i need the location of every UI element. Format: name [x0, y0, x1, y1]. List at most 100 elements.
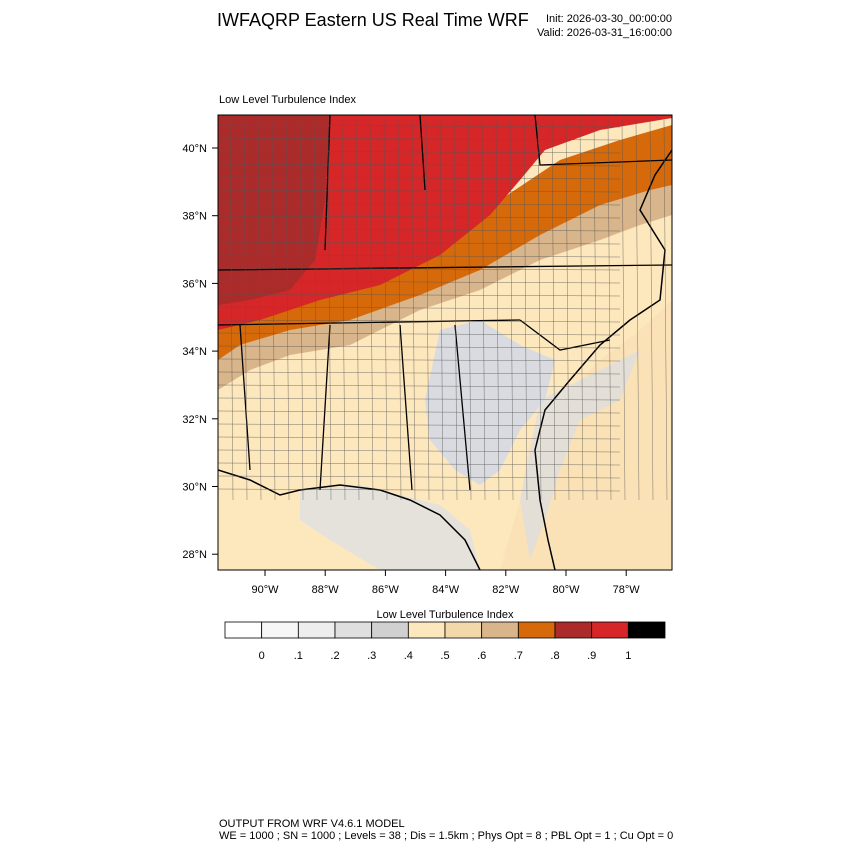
county-line	[229, 119, 234, 501]
lon-label: 80°W	[552, 584, 580, 596]
county-line	[218, 228, 621, 232]
colorbar-label: .9	[587, 650, 596, 662]
colorbar-swatch	[517, 621, 556, 639]
county-line	[218, 202, 621, 206]
lon-label: 90°W	[251, 584, 279, 596]
county-line	[593, 119, 598, 501]
colorbar-swatch	[444, 621, 483, 639]
county-line	[218, 293, 621, 297]
county-line	[397, 119, 402, 501]
county-line	[313, 119, 318, 501]
colorbar-label: .3	[367, 650, 376, 662]
county-line	[218, 371, 621, 375]
county-line	[369, 119, 374, 501]
county-line	[218, 189, 621, 193]
atlantic-coast	[534, 149, 672, 570]
colorbar-label: .4	[404, 650, 413, 662]
county-line	[355, 119, 360, 501]
county-line	[218, 423, 621, 427]
county-line	[218, 488, 621, 492]
county-line	[453, 119, 458, 501]
lat-label: 40°N	[182, 143, 207, 155]
colorbar-label: .5	[440, 650, 449, 662]
county-line	[467, 119, 472, 501]
colorbar-swatch	[554, 621, 593, 639]
colorbar-swatch	[627, 621, 666, 639]
lon-label: 88°W	[312, 584, 340, 596]
county-line	[218, 436, 621, 440]
county-line	[495, 119, 500, 501]
county-line	[621, 119, 626, 501]
county-line	[523, 119, 528, 501]
county-line	[218, 358, 621, 362]
init-time: Init: 2026-03-30_00:00:00	[546, 13, 672, 25]
lon-label: 84°W	[432, 584, 460, 596]
map	[218, 115, 672, 570]
lat-label: 38°N	[182, 211, 207, 223]
county-line	[218, 319, 621, 323]
county-line	[551, 119, 556, 501]
county-line	[439, 119, 444, 501]
colorbar-label: 1	[625, 650, 631, 662]
county-line	[218, 384, 621, 388]
county-line	[271, 119, 276, 501]
county-line	[327, 119, 332, 501]
county-line	[218, 137, 621, 141]
colorbar-swatch	[407, 621, 446, 639]
county-line	[218, 124, 621, 128]
map-frame	[217, 114, 673, 571]
county-line	[509, 119, 514, 501]
county-line	[218, 462, 621, 466]
colorbar-label: 0	[259, 650, 265, 662]
colorbar-label: .7	[514, 650, 523, 662]
county-line	[635, 119, 640, 501]
colorbar: 0 .1 .2 .3 .4 .5 .6 .7 .8 .9 1	[224, 621, 666, 662]
lat-label: 36°N	[182, 278, 207, 290]
county-line	[411, 119, 416, 501]
county-line	[218, 267, 621, 271]
county-line	[218, 150, 621, 154]
county-line	[218, 241, 621, 245]
map-axes: 40°N 38°N 36°N 34°N 32°N 30°N 28°N 90°W 88°W 86°W…	[182, 143, 640, 596]
colorbar-label: .8	[550, 650, 559, 662]
county-line	[565, 119, 570, 501]
county-line	[299, 119, 304, 501]
colorbar-swatch	[224, 621, 263, 639]
lon-label: 82°W	[492, 584, 520, 596]
title: IWFAQRP Eastern US Real Time WRF	[217, 10, 529, 30]
dark-red-region	[218, 115, 330, 305]
county-line	[537, 119, 542, 501]
valid-time: Valid: 2026-03-31_16:00:00	[537, 27, 672, 39]
county-line	[607, 119, 612, 501]
gulf-gray	[300, 485, 480, 570]
colorbar-swatch	[481, 621, 519, 639]
lon-label: 86°W	[372, 584, 400, 596]
county-line	[218, 397, 621, 401]
county-line	[218, 215, 621, 219]
georgia-gray	[425, 320, 555, 485]
county-line	[218, 254, 621, 258]
county-line	[425, 119, 430, 501]
colorbar-swatch	[297, 621, 336, 639]
colorbar-title: Low Level Turbulence Index	[377, 609, 514, 621]
county-line	[663, 119, 668, 501]
county-line	[218, 410, 621, 414]
lat-label: 32°N	[182, 414, 207, 426]
county-line	[649, 119, 654, 501]
colorbar-swatch	[334, 621, 373, 639]
county-line	[218, 475, 621, 479]
colorbar-swatch	[261, 621, 299, 639]
gulf-coast	[218, 469, 481, 570]
footer-line: WE = 1000 ; SN = 1000 ; Levels = 38 ; Di…	[219, 830, 673, 842]
colorbar-label: .2	[330, 650, 339, 662]
county-line	[243, 119, 248, 501]
county-line	[218, 176, 621, 180]
lon-label: 78°W	[613, 584, 641, 596]
county-line	[218, 332, 621, 336]
colorbar-label: .6	[477, 650, 486, 662]
county-line	[285, 119, 290, 501]
county-line	[218, 345, 621, 349]
county-lines	[218, 119, 668, 501]
county-line	[218, 306, 621, 310]
